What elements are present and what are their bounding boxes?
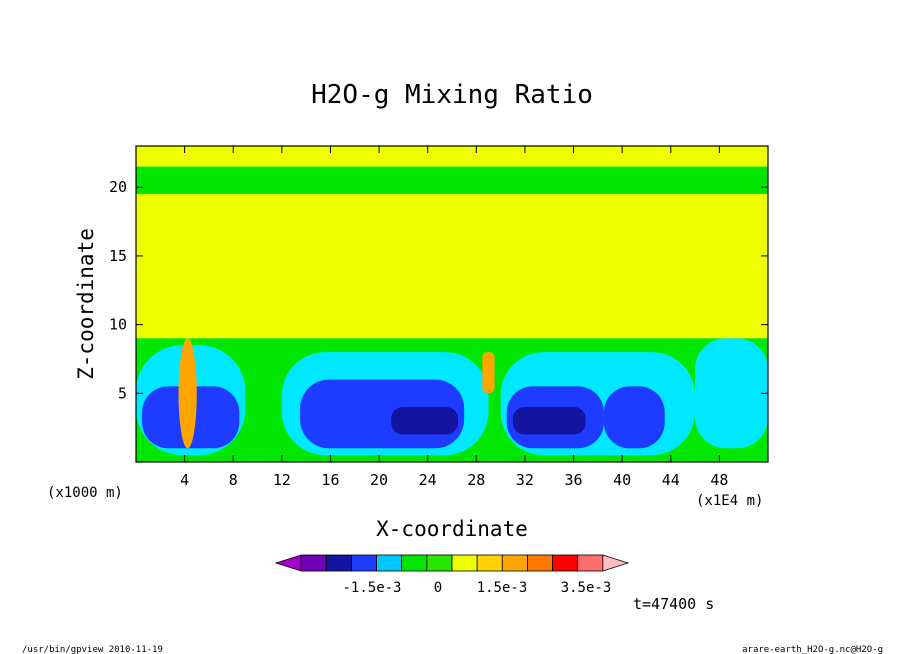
y-tick-label: 20 [109, 178, 127, 196]
x-tick-label: 16 [321, 471, 339, 489]
contour-fields [136, 146, 768, 462]
colorbar-label: 0 [434, 580, 442, 596]
contour-region-cyan [695, 338, 768, 449]
colorbar-segment [451, 554, 478, 572]
footer-right: arare-earth_H2O-g.nc@H2O-g [742, 645, 883, 654]
colorbar-segment [577, 554, 604, 572]
colorbar-segment [325, 554, 352, 572]
colorbar-labels: -1.5e-3 0 1.5e-3 3.5e-3 [342, 580, 611, 596]
colorbar-label: -1.5e-3 [342, 580, 401, 596]
x-tick-label: 12 [273, 471, 291, 489]
x-tick-label: 4 [180, 471, 189, 489]
y-tick-label: 10 [109, 316, 127, 334]
colorbar [274, 554, 630, 572]
colorbar-label: 1.5e-3 [477, 580, 528, 596]
colorbar-segment [274, 554, 302, 572]
x-axis-label: X-coordinate [376, 517, 528, 541]
x-tick-label: 24 [419, 471, 437, 489]
colorbar-segment [300, 554, 327, 572]
x-tick-label: 20 [370, 471, 388, 489]
x-tick-label: 40 [613, 471, 631, 489]
x-tick-label: 28 [467, 471, 485, 489]
chart-title: H2O-g Mixing Ratio [311, 80, 593, 110]
x-unit-label: (x1E4 m) [696, 493, 763, 509]
x-tick-label: 36 [565, 471, 583, 489]
colorbar-segment [426, 554, 453, 572]
y-tick-label: 5 [118, 384, 127, 402]
y-axis-ticks: 5 10 15 20 [109, 178, 768, 402]
colorbar-segment [552, 554, 579, 572]
time-label: t=47400 s [633, 595, 714, 613]
contour-region-navy [391, 407, 459, 435]
colorbar-label: 3.5e-3 [561, 580, 612, 596]
x-tick-label: 44 [662, 471, 680, 489]
x-tick-label: 48 [710, 471, 728, 489]
contour-region-orange [178, 338, 197, 449]
plot-frame [135, 145, 769, 463]
x-tick-label: 8 [229, 471, 238, 489]
x-axis-ticks: 4 8 12 16 20 24 28 32 36 40 44 48 [180, 146, 728, 489]
colorbar-segment [527, 554, 553, 572]
colorbar-segment [351, 554, 377, 572]
colorbar-segment [501, 554, 528, 572]
colorbar-segment [376, 554, 403, 572]
colorbar-segment [476, 554, 503, 572]
y-unit-label: (x1000 m) [47, 485, 123, 501]
x-tick-label: 32 [516, 471, 534, 489]
colorbar-segment [602, 554, 630, 572]
contour-region-orange [482, 352, 495, 394]
y-axis-label: Z-coordinate [74, 228, 98, 380]
contour-region-blue [603, 386, 665, 449]
contour-region-green [136, 166, 768, 195]
contour-region-navy [512, 407, 586, 435]
y-tick-label: 15 [109, 247, 127, 265]
colorbar-segment [401, 554, 428, 572]
footer-left: /usr/bin/gpview 2010-11-19 [22, 645, 163, 654]
